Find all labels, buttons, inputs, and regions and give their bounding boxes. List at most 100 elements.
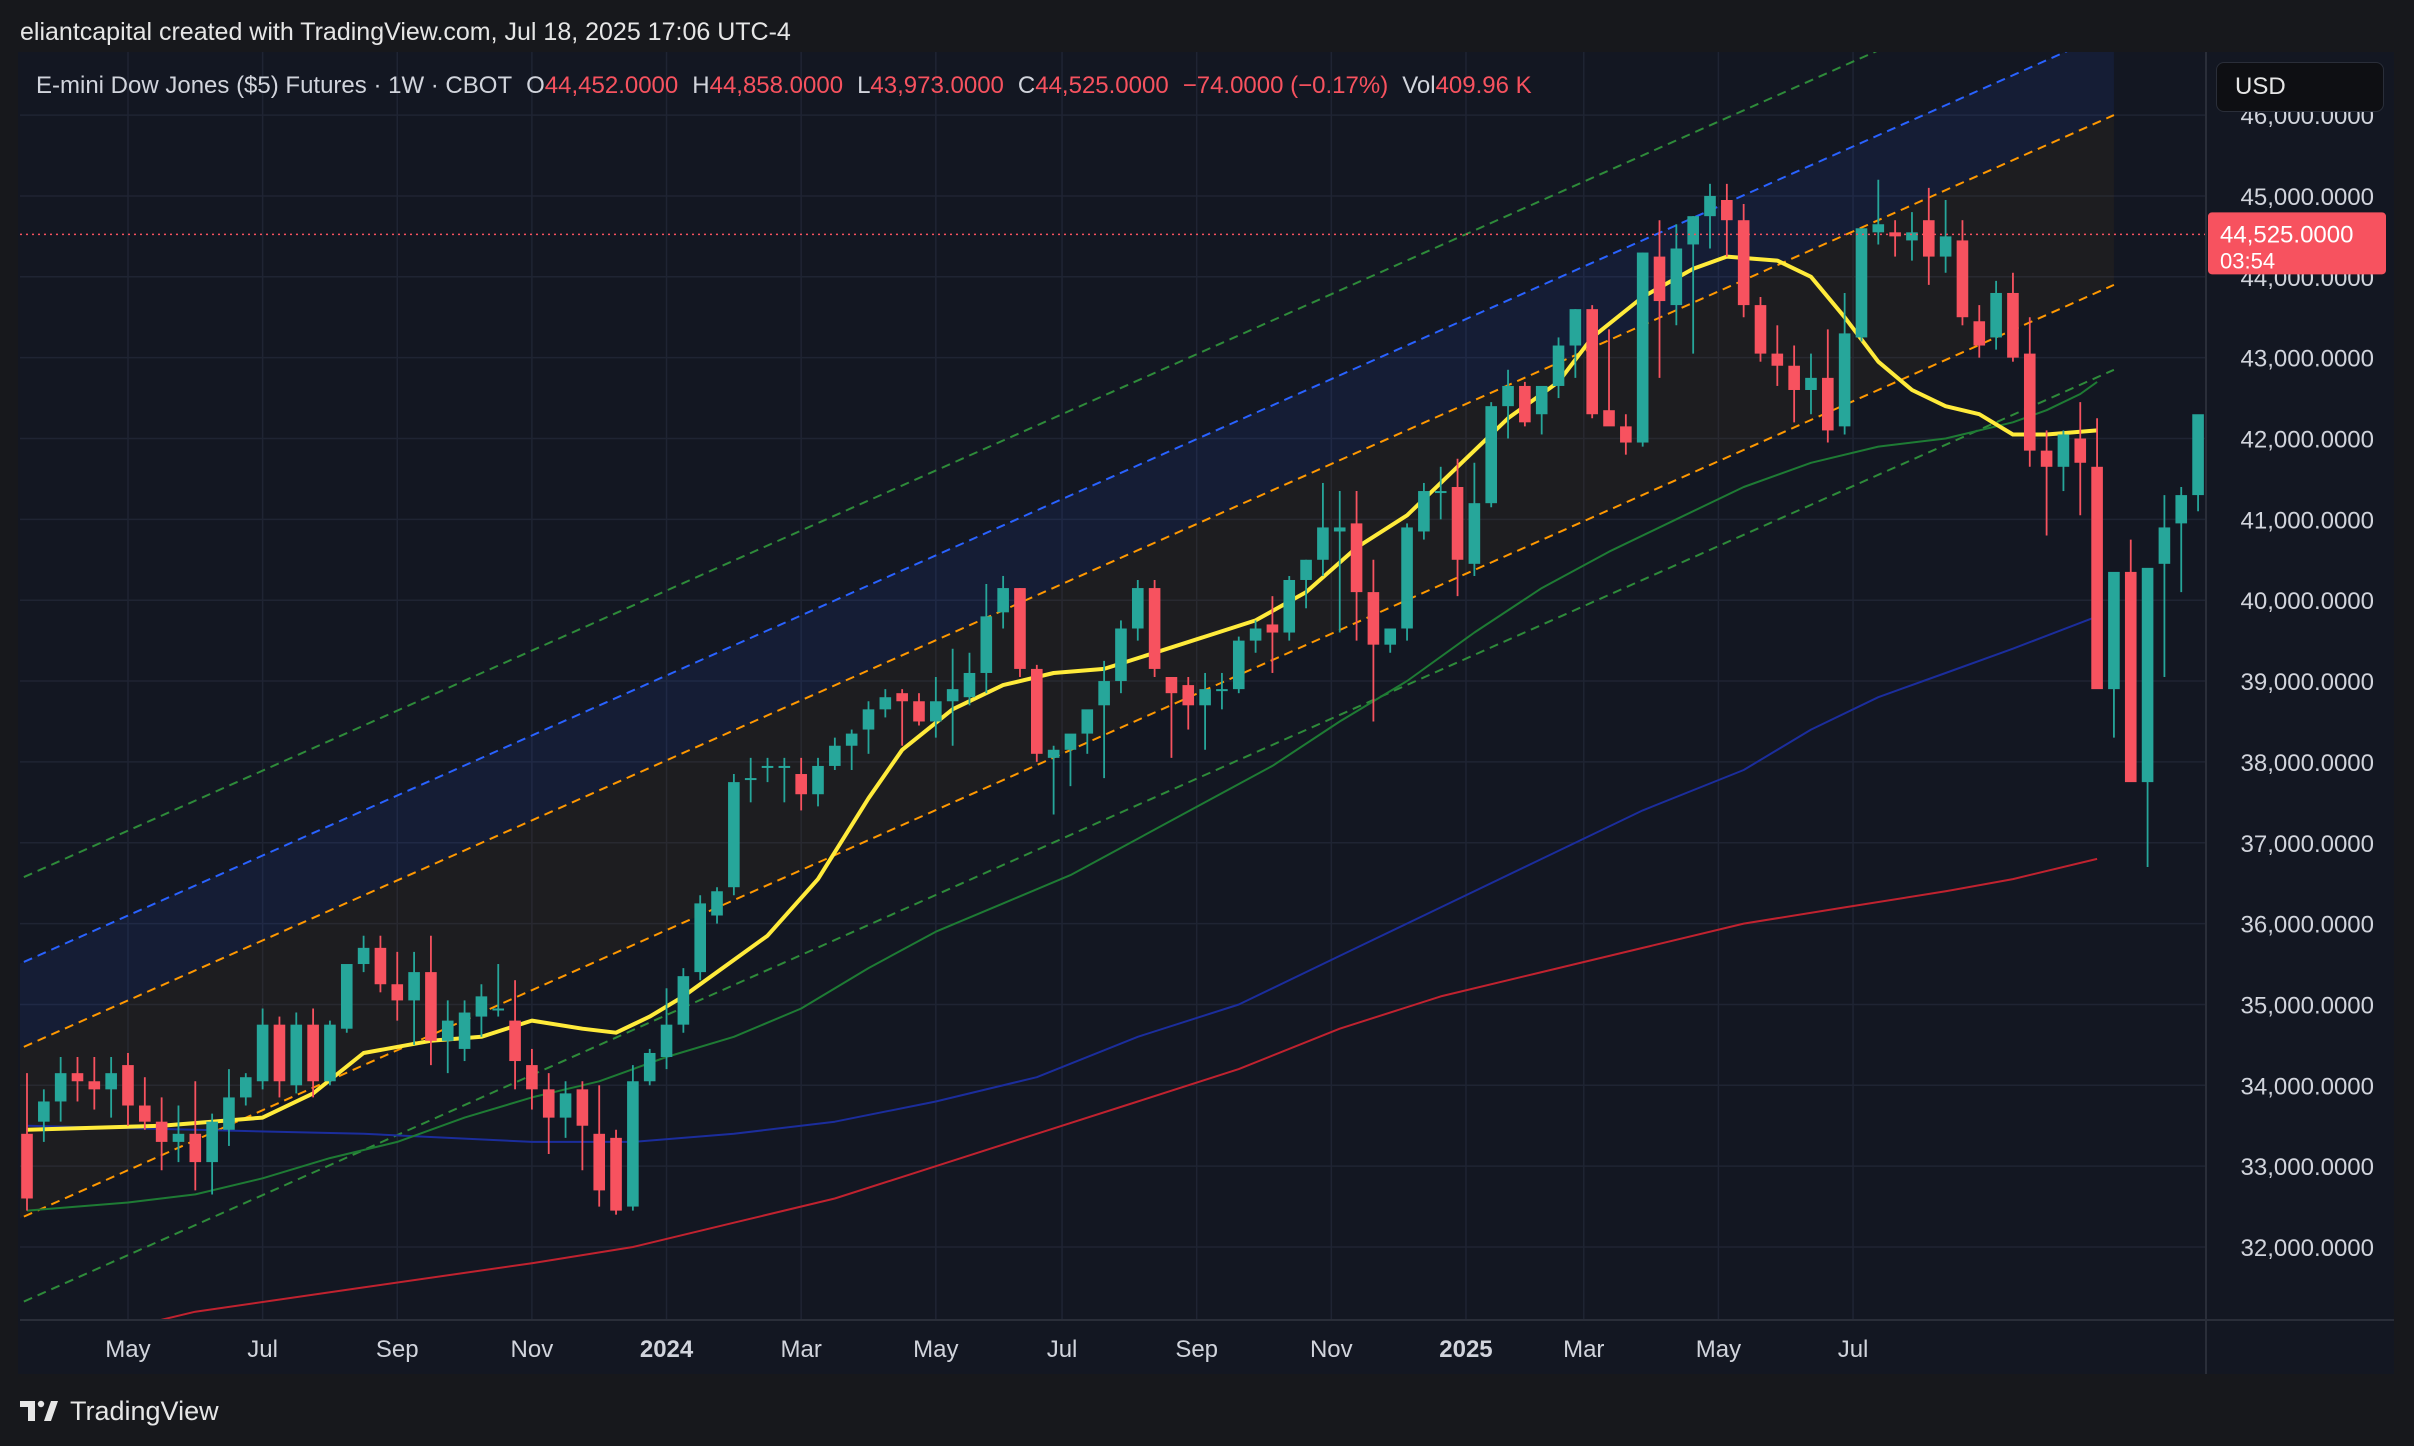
candle-up[interactable] <box>963 672 976 698</box>
candle-down[interactable] <box>391 984 404 1001</box>
candle-up[interactable] <box>1805 377 1817 390</box>
candle-up[interactable] <box>744 778 757 781</box>
candle-up[interactable] <box>1704 195 1716 217</box>
candle-up[interactable] <box>1401 527 1413 629</box>
candle-up[interactable] <box>1636 252 1649 443</box>
candle-up[interactable] <box>1552 345 1565 386</box>
candle-up[interactable] <box>778 765 791 768</box>
candle-down[interactable] <box>1653 256 1666 302</box>
last-price-tag[interactable] <box>2208 212 2386 275</box>
candle-up[interactable] <box>105 1073 117 1090</box>
candle-up[interactable] <box>711 891 723 916</box>
candle-up[interactable] <box>357 947 370 965</box>
candle-up[interactable] <box>812 765 824 795</box>
candle-up[interactable] <box>845 733 858 746</box>
candle-up[interactable] <box>1906 232 1918 241</box>
candle-down[interactable] <box>71 1073 84 1082</box>
candle-down[interactable] <box>1788 365 1800 390</box>
candle-down[interactable] <box>1822 377 1834 431</box>
candle-down[interactable] <box>1350 523 1363 593</box>
candle-up[interactable] <box>694 903 706 973</box>
candle-down[interactable] <box>1519 385 1531 423</box>
candle-down[interactable] <box>1771 353 1784 366</box>
moving-average-line[interactable] <box>26 254 2098 1132</box>
candle-down[interactable] <box>1603 410 1615 427</box>
candle-up[interactable] <box>475 996 488 1017</box>
candle-down[interactable] <box>2007 292 2019 358</box>
candle-up[interactable] <box>879 697 892 710</box>
candle-up[interactable] <box>172 1133 185 1142</box>
candle-down[interactable] <box>307 1024 319 1082</box>
candle-up[interactable] <box>2175 495 2188 524</box>
candle-down[interactable] <box>2074 438 2087 463</box>
candle-up[interactable] <box>441 1020 454 1041</box>
candle-up[interactable] <box>930 701 942 722</box>
candle-down[interactable] <box>593 1133 606 1191</box>
candle-down[interactable] <box>1721 199 1733 221</box>
candle-down[interactable] <box>1266 624 1279 633</box>
candle-up[interactable] <box>2108 571 2120 690</box>
currency-button[interactable]: USD <box>2216 62 2384 112</box>
candle-down[interactable] <box>542 1089 555 1118</box>
candle-up[interactable] <box>1115 628 1127 682</box>
candle-up[interactable] <box>946 689 959 702</box>
candle-up[interactable] <box>1333 527 1346 532</box>
candle-down[interactable] <box>1956 240 1969 318</box>
candle-up[interactable] <box>2243 414 2255 418</box>
candle-down[interactable] <box>2023 353 2036 451</box>
candle-up[interactable] <box>1990 292 2002 338</box>
candle-down[interactable] <box>273 1024 286 1082</box>
candle-up[interactable] <box>492 1008 505 1011</box>
candle-up[interactable] <box>1232 640 1245 690</box>
candle-down[interactable] <box>1182 685 1195 706</box>
candle-down[interactable] <box>509 1020 521 1062</box>
candle-up[interactable] <box>761 765 774 768</box>
candle-down[interactable] <box>576 1089 589 1126</box>
candle-up[interactable] <box>1502 385 1514 407</box>
candle-up[interactable] <box>38 1101 50 1122</box>
candle-up[interactable] <box>1468 503 1481 564</box>
candle-down[interactable] <box>2209 418 2221 471</box>
candle-down[interactable] <box>1165 677 1178 694</box>
candle-up[interactable] <box>829 745 841 766</box>
candle-up[interactable] <box>2226 418 2238 471</box>
candle-up[interactable] <box>1081 709 1094 734</box>
candle-up[interactable] <box>408 972 420 1001</box>
candle-down[interactable] <box>1973 321 1986 346</box>
moving-average-line[interactable] <box>26 381 2098 1212</box>
candle-up[interactable] <box>239 1077 252 1098</box>
candle-up[interactable] <box>980 616 993 673</box>
candle-up[interactable] <box>340 964 353 1029</box>
candle-up[interactable] <box>1098 681 1110 706</box>
candle-down[interactable] <box>610 1137 622 1211</box>
candle-down[interactable] <box>1754 305 1767 354</box>
candle-down[interactable] <box>374 947 387 985</box>
moving-average-line[interactable] <box>128 857 2098 1328</box>
candle-up[interactable] <box>1283 579 1296 633</box>
candle-down[interactable] <box>2124 571 2137 783</box>
candle-up[interactable] <box>627 1081 639 1207</box>
candle-down[interactable] <box>1014 588 1026 669</box>
candle-up[interactable] <box>1535 385 1548 415</box>
channel-line[interactable] <box>10 114 2115 1053</box>
candle-down[interactable] <box>425 972 437 1041</box>
channel-line[interactable] <box>10 0 2114 883</box>
candle-up[interactable] <box>1838 333 1851 427</box>
candle-down[interactable] <box>2040 450 2053 467</box>
candle-up[interactable] <box>559 1093 572 1118</box>
candle-up[interactable] <box>324 1024 336 1082</box>
candle-up[interactable] <box>660 1024 673 1058</box>
candle-down[interactable] <box>1737 220 1750 306</box>
candle-up[interactable] <box>1434 491 1447 494</box>
candle-up[interactable] <box>1872 224 1885 233</box>
candle-down[interactable] <box>795 774 807 795</box>
candle-up[interactable] <box>290 1024 303 1086</box>
candle-up[interactable] <box>1064 733 1077 750</box>
candle-up[interactable] <box>643 1052 656 1082</box>
candle-down[interactable] <box>1620 426 1632 443</box>
candle-down[interactable] <box>896 693 908 702</box>
candle-up[interactable] <box>1855 228 1868 338</box>
candle-down[interactable] <box>189 1133 202 1163</box>
candle-up[interactable] <box>2057 434 2070 467</box>
